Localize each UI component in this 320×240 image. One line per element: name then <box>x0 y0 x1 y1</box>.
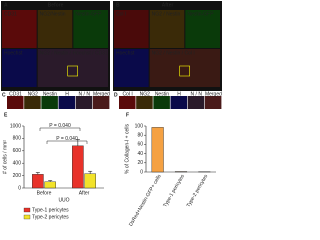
annotation: P = 0.040 <box>49 123 71 129</box>
y-tick-label: 0 <box>18 185 21 191</box>
tile-label: NG2 <box>140 91 151 97</box>
y-tick-label: 60 <box>137 142 143 148</box>
y-tick-label: 0 <box>140 169 143 175</box>
image-tile <box>119 96 136 109</box>
y-axis-label: % of Collagen-I + cells <box>124 124 130 174</box>
panel-label: A <box>4 2 8 8</box>
tile-label: CD31 <box>4 11 17 17</box>
tile-label: NG2 / Nestin / Hoechst / CD31 <box>40 50 108 56</box>
tile-label: Nestin <box>155 91 169 97</box>
image-tile <box>7 96 24 109</box>
image-tile <box>75 96 93 109</box>
legend-label: Type-1 pericytes <box>32 207 69 213</box>
annotation: P = 0.040 <box>56 136 78 142</box>
panel-label: F <box>126 112 129 118</box>
image-tile <box>37 49 108 87</box>
image-tile <box>187 96 205 109</box>
tile-label: N / N <box>191 91 203 97</box>
image-tile <box>41 96 58 109</box>
zoom-box <box>67 65 78 77</box>
significance-bracket <box>39 127 81 131</box>
tile-label: NG2 / Nestin <box>152 11 181 17</box>
image-tile <box>2 10 37 48</box>
tile-label: H <box>65 91 69 97</box>
panel-title: After <box>162 2 174 8</box>
legend-swatch <box>23 207 31 213</box>
y-tick-label: 80 <box>137 133 143 139</box>
y-tick-label: 100 <box>135 123 144 129</box>
bar <box>44 181 56 189</box>
tile-label: NG2/Nestin <box>40 11 66 17</box>
tile-label: Merged <box>205 91 222 97</box>
tile-label: NG2 / Nestin / Col I <box>152 50 195 56</box>
image-tile <box>73 10 108 48</box>
tile-label: N / N <box>79 91 91 97</box>
x-tick-label: Type-1 pericytes <box>162 173 186 208</box>
tile-label: Col I <box>116 11 126 17</box>
y-tick-label: 40 <box>137 151 143 157</box>
panel-label: B <box>116 2 120 8</box>
tile-label: Nestin-GFP <box>187 11 214 17</box>
y-tick-label: 400 <box>13 161 22 167</box>
legend-label: Type-2 pericytes <box>32 214 69 220</box>
bar <box>32 174 44 189</box>
tile-label: Hoechst <box>4 50 23 56</box>
image-tile <box>114 10 149 48</box>
panel-title: Before <box>48 2 64 8</box>
tile-label: Col I <box>122 91 132 97</box>
image-tile <box>149 49 220 87</box>
x-tick-label: After <box>79 190 90 196</box>
image-tile <box>185 10 220 48</box>
tile-label: Merged <box>93 91 110 97</box>
image-tile <box>204 96 222 109</box>
image-tile <box>170 96 188 109</box>
tile-label: CD31 <box>9 91 22 97</box>
panel-label: E <box>4 112 8 118</box>
panel-label: D <box>114 92 118 98</box>
bar <box>84 173 96 189</box>
image-tile <box>2 49 37 87</box>
tile-label: Hoechst <box>116 50 135 56</box>
image-tile <box>92 96 110 109</box>
y-tick-label: 800 <box>13 136 22 142</box>
tile-label: NG2 <box>28 91 39 97</box>
significance-bracket <box>46 140 88 144</box>
tile-label: Nestin <box>43 91 57 97</box>
x-tick-label: Before <box>37 190 52 196</box>
y-tick-label: 600 <box>13 148 22 154</box>
legend-swatch <box>23 214 31 220</box>
bar <box>72 145 84 189</box>
y-tick-label: 20 <box>137 160 143 166</box>
figure: A Before CD31 NG2/Nestin Nestin-GFP Hoechst NG… <box>1 1 222 226</box>
x-tick-label: NG2-DsRed+Nestin-GFP+ cells <box>122 173 163 226</box>
image-tile <box>37 10 73 48</box>
bar <box>151 127 164 173</box>
image-tile <box>58 96 76 109</box>
tile-label: H <box>177 91 181 97</box>
image-tile <box>114 49 149 87</box>
x-axis-label: UUO <box>58 197 69 203</box>
y-axis-label: # of cells / mm² <box>2 140 8 174</box>
image-tile <box>24 96 41 109</box>
image-tile <box>149 10 185 48</box>
x-tick-label: Type-2 pericytes <box>186 173 210 208</box>
y-tick-label: 200 <box>13 173 22 179</box>
image-tile <box>153 96 170 109</box>
tile-label: Nestin-GFP <box>75 11 102 17</box>
panel-label: C <box>2 92 6 98</box>
y-tick-label: 1000 <box>10 123 21 129</box>
image-tile <box>136 96 153 109</box>
zoom-box <box>179 65 190 77</box>
